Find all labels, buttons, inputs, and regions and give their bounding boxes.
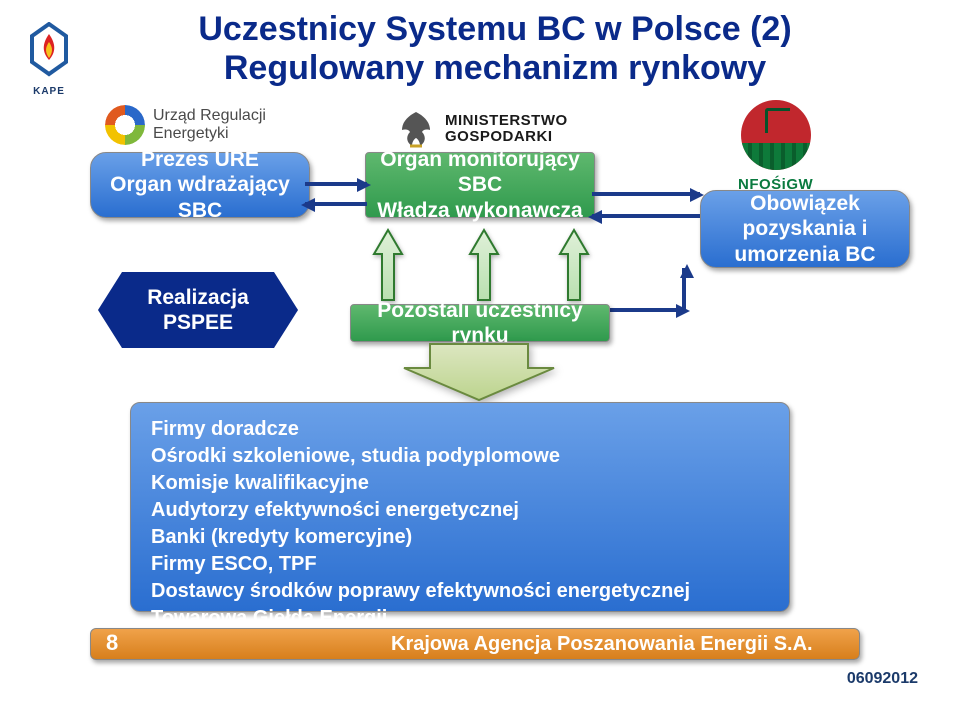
hex-line-1: Realizacja	[147, 285, 249, 310]
advisory-item: Firmy doradcze	[151, 417, 690, 441]
connector-particip-v	[682, 268, 686, 312]
advisory-item: Dostawcy środków poprawy efektywności en…	[151, 579, 690, 603]
up-arrow-3-icon	[558, 228, 590, 302]
oblig-line-3: umorzenia BC	[734, 242, 875, 267]
advisory-item: Audytorzy efektywności energetycznej	[151, 498, 690, 522]
monitor-line-2: SBC	[377, 172, 582, 197]
connector-monitor-to-oblig	[592, 192, 700, 196]
advisory-item: Firmy ESCO, TPF	[151, 552, 690, 576]
prezes-line-3: SBC	[110, 198, 290, 223]
ure-line-2: Energetyki	[153, 125, 266, 143]
ministry-line-1: MINISTERSTWO	[445, 113, 568, 130]
box-pozostali-uczestnicy: Pozostali uczestnicy rynku	[350, 304, 610, 342]
ure-line-1: Urząd Regulacji	[153, 107, 266, 125]
prezes-line-1: Prezes URE	[110, 147, 290, 172]
box-obowiazek: Obowiązek pozyskania i umorzenia BC	[700, 190, 910, 268]
monitor-line-1: Organ monitorujący	[377, 147, 582, 172]
up-arrow-1-icon	[372, 228, 404, 302]
hex-realizacja-pspee: Realizacja PSPEE	[98, 272, 298, 348]
footer-text: Krajowa Agencja Poszanowania Energii S.A…	[391, 632, 813, 656]
nfos-disc-icon	[741, 100, 811, 170]
advisory-list: Firmy doradcze Ośrodki szkoleniowe, stud…	[151, 417, 690, 633]
footer-page-number: 8	[106, 630, 118, 656]
up-arrow-2-icon	[468, 228, 500, 302]
advisory-item: Banki (kredyty komercyjne)	[151, 525, 690, 549]
ministry-logo: MINISTERSTWO GOSPODARKI	[395, 108, 568, 150]
advisory-item: Ośrodki szkoleniowe, studia podyplomowe	[151, 444, 690, 468]
title-line-1: Uczestnicy Systemu BC w Polsce (2)	[60, 10, 930, 49]
connector-particip-h	[608, 308, 686, 312]
advisory-item: Towarowa Giełda Energii	[151, 606, 690, 630]
advisory-item: Komisje kwalifikacyjne	[151, 471, 690, 495]
box-prezes-ure: Prezes URE Organ wdrażający SBC	[90, 152, 310, 218]
hex-line-2: PSPEE	[147, 310, 249, 335]
ministry-line-2: GOSPODARKI	[445, 129, 568, 146]
ministry-text: MINISTERSTWO GOSPODARKI	[445, 113, 568, 146]
ure-ring-icon	[105, 105, 145, 145]
eagle-icon	[395, 108, 437, 150]
box-advisory-list: Firmy doradcze Ośrodki szkoleniowe, stud…	[130, 402, 790, 612]
nfos-logo: NFOŚiGW	[738, 100, 813, 193]
monitor-line-3: Władza wykonawcza	[377, 198, 582, 223]
footer-date: 06092012	[847, 670, 918, 688]
oblig-line-1: Obowiązek	[734, 191, 875, 216]
slide-root: KAPE Uczestnicy Systemu BC w Polsce (2) …	[0, 0, 960, 715]
connector-oblig-to-monitor	[592, 214, 700, 218]
slide-title: Uczestnicy Systemu BC w Polsce (2) Regul…	[60, 10, 930, 88]
connector-prezes-to-monitor-1	[305, 182, 367, 186]
prezes-line-2: Organ wdrażający	[110, 172, 290, 197]
ure-logo: Urząd Regulacji Energetyki	[105, 105, 266, 145]
connector-monitor-to-prezes	[305, 202, 367, 206]
title-line-2: Regulowany mechanizm rynkowy	[60, 49, 930, 88]
box-organ-monitor: Organ monitorujący SBC Władza wykonawcza	[365, 152, 595, 218]
footer-bar: Krajowa Agencja Poszanowania Energii S.A…	[90, 628, 860, 660]
ure-text: Urząd Regulacji Energetyki	[153, 107, 266, 142]
big-down-arrow-icon	[400, 340, 558, 404]
oblig-line-2: pozyskania i	[734, 216, 875, 241]
